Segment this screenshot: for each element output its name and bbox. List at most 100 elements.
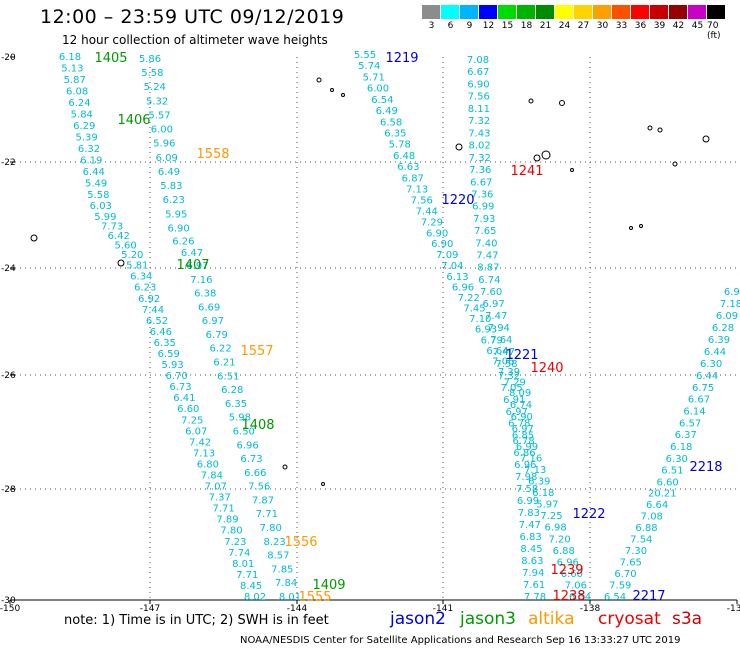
scale-swatch-color [688, 5, 707, 19]
island-outline [647, 125, 653, 131]
wave-height-value: 7.32 [498, 371, 520, 382]
scale-swatch: 18 [517, 5, 536, 41]
scale-swatch-color [650, 5, 669, 19]
wave-height-value: 7.40 [475, 238, 497, 249]
wave-height-value: 6.60 [561, 569, 583, 580]
wave-height-value: 7.94 [488, 323, 510, 334]
island-outline [559, 100, 565, 106]
wave-height-value: 7.25 [181, 415, 203, 426]
scale-swatch-label: 33 [615, 21, 628, 31]
wave-height-value: 6.00 [367, 84, 389, 95]
wave-height-value: 6.88 [553, 546, 575, 557]
wave-height-value: 6.70 [165, 371, 187, 382]
wave-height-value: 6.93 [475, 325, 497, 336]
wave-height-value: 5.58 [87, 190, 109, 201]
lat-tick-label: -22 [1, 158, 16, 168]
pass-time-label: 1409 [312, 578, 345, 593]
wave-height-value: 7.08 [641, 512, 663, 523]
wave-height-value: 7.18 [720, 299, 740, 310]
wave-height-value: 7.56 [468, 92, 490, 103]
wave-height-value: 6.37 [675, 430, 697, 441]
wave-height-value: 7.36 [469, 165, 491, 176]
wave-height-value: 8.45 [240, 581, 262, 592]
wave-height-value: 6.97 [506, 407, 528, 418]
scale-swatch-color [593, 5, 612, 19]
wave-height-value: 8.01 [279, 592, 301, 603]
wave-height-value: 6.97 [512, 424, 534, 435]
scale-swatch: 12 [479, 5, 498, 41]
wave-height-value: 6.70 [614, 569, 636, 580]
wave-height-value: 7.06 [565, 581, 587, 592]
island-outline [321, 482, 325, 486]
wave-height-value: 5.13 [61, 64, 83, 75]
wave-height-value: 6.92 [724, 287, 740, 298]
island-outline [316, 77, 322, 83]
scale-swatch-color [441, 5, 460, 19]
wave-height-value: 7.08 [467, 55, 489, 66]
wave-height-value: 6.00 [151, 125, 173, 136]
wave-height-value: 6.86 [513, 448, 535, 459]
wave-height-value: 5.49 [85, 178, 107, 189]
wave-height-value: 6.87 [402, 173, 424, 184]
wave-height-value: 7.29 [504, 378, 526, 389]
wave-height-value: 5.58 [141, 68, 163, 79]
wave-height-value: 7.13 [193, 448, 215, 459]
pass-time-label: 1238 [552, 589, 585, 604]
wave-height-value: 6.74 [510, 400, 532, 411]
wave-height-value: 6.92 [138, 294, 160, 305]
pass-time-label: 1555 [298, 590, 331, 605]
wave-height-value: 8.11 [468, 104, 490, 115]
island-outline [533, 154, 541, 162]
scale-swatch: 70 (ft) [707, 5, 726, 41]
scale-swatch: 27 [574, 5, 593, 41]
wave-height-value: 7.44 [416, 207, 438, 218]
lat-tick-label: -24 [1, 264, 16, 274]
wave-height-value: 6.44 [696, 371, 718, 382]
lon-tick-label: -147 [140, 604, 160, 614]
wave-height-value: 6.30 [700, 359, 722, 370]
wave-height-value: 5.78 [389, 140, 411, 151]
scale-swatch: 39 [650, 5, 669, 41]
wave-height-value: 7.56 [248, 482, 270, 493]
lat-tick-label: -26 [1, 371, 16, 381]
pass-time-label: 1406 [117, 113, 150, 128]
wave-height-value: 6.51 [661, 466, 683, 477]
wave-height-value: 8.45 [520, 544, 542, 555]
wave-height-value: 5.55 [354, 50, 376, 61]
wave-height-value: 5.86 [139, 54, 161, 65]
wave-height-value: 6.73 [169, 382, 191, 393]
wave-height-value: 7.58 [495, 359, 517, 370]
pass-time-label: 1220 [441, 193, 474, 208]
scale-swatch-label: 9 [466, 21, 473, 31]
satellite-legend-altika: altika [528, 609, 575, 629]
wave-height-value: 6.73 [240, 454, 262, 465]
wave-height-value: 6.24 [68, 98, 90, 109]
wave-height-value: 6.35 [154, 338, 176, 349]
wave-height-value: 7.58 [516, 484, 538, 495]
island-outline [657, 127, 663, 133]
wave-height-value: 6.26 [172, 237, 194, 248]
wave-height-value: 6.60 [177, 404, 199, 415]
lon-tick-label: -144 [287, 604, 308, 614]
wave-height-value: 6.74 [478, 275, 500, 286]
wave-height-value: 6.97 [186, 261, 208, 272]
wave-height-value: 5.87 [64, 75, 86, 86]
wave-height-value: 6.09 [716, 311, 738, 322]
wave-height-value: 6.03 [90, 201, 112, 212]
wave-height-value: 7.47 [519, 520, 541, 531]
lon-tick-label: -141 [433, 604, 453, 614]
wave-height-value: 6.96 [236, 440, 258, 451]
wave-height-value: 7.73 [101, 221, 123, 232]
scale-swatch: 24 [555, 5, 574, 41]
wave-height-value: 6.90 [431, 239, 453, 250]
island-outline [341, 93, 345, 97]
satellite-legend-jason2: jason2 [390, 609, 446, 629]
wave-height-value: 6.48 [393, 151, 415, 162]
wave-height-value: 6.79 [481, 335, 503, 346]
wave-height-value: 6.32 [78, 144, 100, 155]
wave-height-value: 6.49 [376, 106, 398, 117]
wave-height-value: 6.67 [688, 395, 710, 406]
scale-swatch-color [707, 5, 726, 19]
scale-swatch-label: 42 [672, 21, 685, 31]
